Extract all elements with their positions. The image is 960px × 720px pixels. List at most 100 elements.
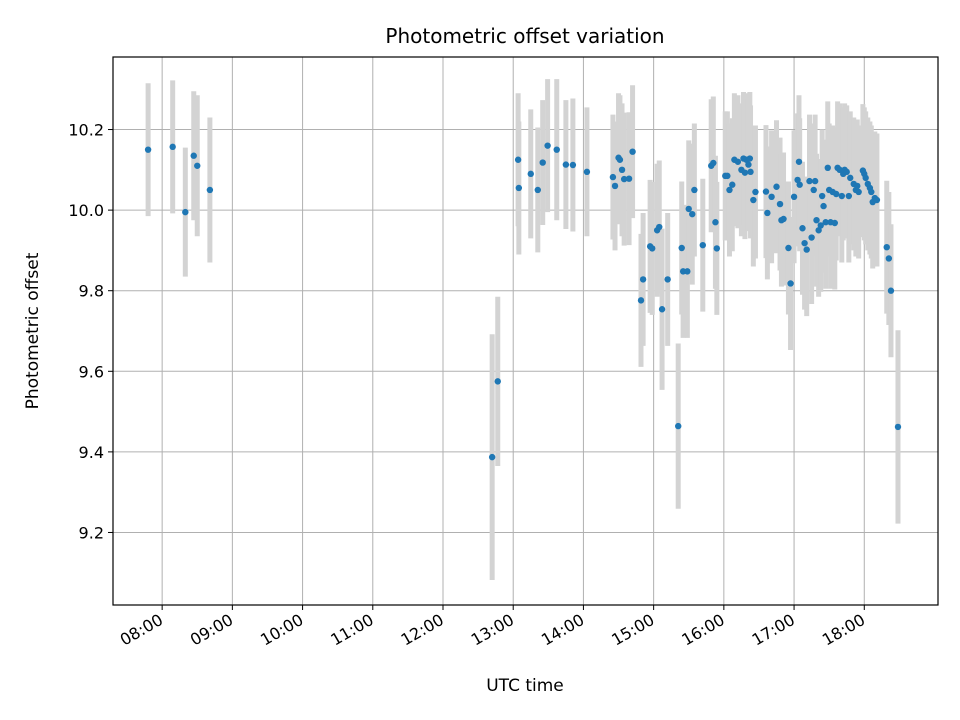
data-point	[699, 241, 706, 249]
data-point	[787, 280, 794, 287]
data-point	[569, 161, 577, 169]
data-point	[494, 378, 501, 385]
data-point	[847, 174, 854, 182]
data-point	[873, 196, 881, 204]
data-point	[750, 196, 757, 204]
data-point	[562, 161, 570, 168]
data-point	[799, 225, 806, 232]
y-tick-label: 10.0	[68, 201, 104, 220]
data-point	[747, 168, 754, 176]
data-point	[794, 176, 801, 184]
data-point	[190, 152, 197, 159]
data-point	[824, 164, 831, 172]
data-point	[169, 143, 176, 151]
data-point	[808, 234, 815, 241]
data-point	[780, 215, 787, 223]
y-tick-label: 9.6	[79, 362, 104, 381]
data-point	[883, 243, 890, 251]
data-point	[776, 200, 784, 208]
data-point	[609, 173, 617, 181]
data-point	[488, 453, 496, 461]
chart-title: Photometric offset variation	[385, 24, 664, 48]
y-axis-label: Photometric offset	[23, 252, 43, 409]
data-point	[649, 245, 656, 252]
data-point	[831, 219, 838, 227]
data-point	[616, 156, 624, 163]
data-point	[838, 192, 846, 200]
data-point	[746, 155, 754, 162]
data-point	[515, 184, 523, 192]
y-tick-label: 9.4	[79, 443, 104, 462]
data-point	[806, 177, 813, 185]
data-point	[713, 245, 721, 252]
data-point	[885, 255, 893, 262]
data-point	[144, 146, 152, 153]
data-point	[726, 186, 733, 194]
x-axis-label: UTC time	[486, 676, 564, 696]
data-point	[785, 244, 792, 252]
data-point	[637, 297, 645, 304]
data-point	[553, 146, 560, 153]
data-point	[611, 182, 619, 190]
data-point	[790, 193, 798, 201]
data-point	[684, 268, 691, 275]
data-point	[887, 287, 895, 294]
y-tick-label: 9.8	[79, 282, 104, 301]
data-point	[745, 161, 752, 168]
data-point	[691, 186, 698, 194]
data-point	[689, 210, 696, 218]
plot-area: 08:00 09:00 10:00 11:00 12:00 13:00 14:00 15:00…	[68, 56, 939, 650]
data-point	[206, 186, 214, 194]
data-point	[658, 306, 666, 313]
data-point	[639, 276, 647, 283]
data-point	[675, 422, 682, 430]
data-point	[710, 159, 717, 167]
data-point	[539, 159, 546, 166]
data-point	[817, 222, 824, 229]
data-point	[801, 239, 808, 247]
data-point	[583, 168, 591, 176]
data-point	[656, 223, 663, 231]
data-point	[815, 227, 822, 234]
data-point	[625, 175, 633, 182]
data-point	[843, 168, 850, 176]
data-point	[629, 148, 636, 155]
data-point	[796, 181, 803, 188]
data-point	[820, 202, 827, 210]
data-point	[854, 182, 861, 190]
data-point	[768, 193, 775, 201]
data-point	[764, 209, 771, 217]
data-point	[832, 190, 840, 198]
data-point	[862, 174, 869, 182]
data-point	[734, 158, 742, 165]
data-point	[894, 423, 902, 431]
data-point	[762, 188, 770, 195]
data-point	[620, 175, 628, 183]
data-point	[194, 162, 201, 169]
data-point	[678, 244, 685, 252]
data-point	[845, 192, 853, 200]
data-point	[818, 192, 826, 200]
data-point	[544, 142, 551, 149]
y-tick-label: 9.2	[79, 523, 104, 542]
data-point	[664, 276, 671, 283]
y-tick-label: 10.2	[68, 121, 104, 140]
data-point	[822, 219, 829, 226]
axes-frame	[112, 56, 939, 606]
data-point	[813, 216, 820, 224]
data-point	[868, 188, 875, 196]
data-point	[712, 219, 719, 226]
data-point	[795, 158, 803, 165]
data-point	[741, 169, 749, 176]
data-point	[752, 188, 759, 196]
data-point	[618, 166, 626, 174]
data-point	[803, 246, 810, 253]
data-point	[685, 205, 692, 213]
data-point	[773, 183, 780, 190]
data-point	[729, 181, 736, 188]
data-point	[724, 172, 731, 180]
data-point	[534, 186, 541, 194]
data-point	[182, 208, 189, 216]
